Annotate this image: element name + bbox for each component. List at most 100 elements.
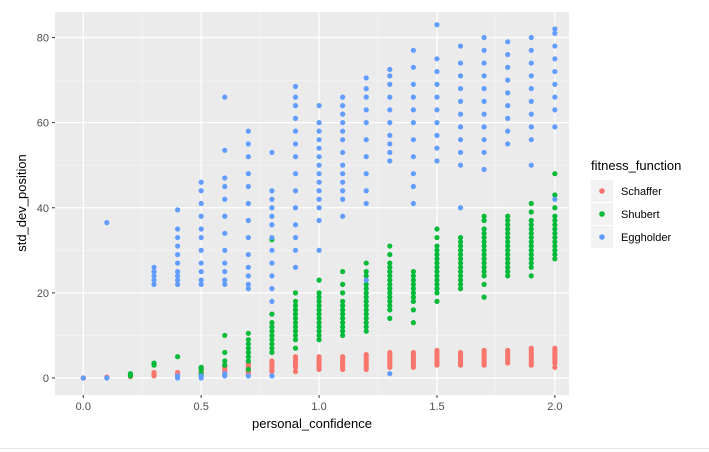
data-point-eggholder — [292, 188, 299, 194]
data-point-shubert — [198, 364, 204, 370]
data-point-eggholder — [316, 154, 322, 160]
data-point-eggholder — [340, 137, 346, 143]
data-point-eggholder — [245, 183, 251, 190]
data-point-shubert — [316, 307, 322, 313]
grid-layer — [55, 12, 569, 395]
data-point-shubert — [552, 213, 558, 219]
data-point-eggholder — [434, 107, 440, 113]
data-point-eggholder — [245, 171, 251, 177]
data-point-eggholder — [363, 75, 369, 81]
data-point-eggholder — [387, 107, 393, 113]
data-point-shubert — [552, 230, 558, 236]
data-point-shubert — [505, 230, 511, 236]
data-point-eggholder — [481, 47, 487, 53]
legend-label-schaffer: Schaffer — [621, 186, 662, 198]
data-point-eggholder — [292, 83, 299, 90]
data-point-eggholder — [245, 264, 251, 270]
data-point-shubert — [528, 273, 534, 279]
data-point-shubert — [387, 298, 393, 304]
data-point-eggholder — [198, 226, 204, 232]
data-point-shubert — [505, 251, 511, 258]
data-point-eggholder — [269, 260, 275, 266]
data-point-shubert — [387, 273, 393, 279]
data-point-eggholder — [481, 166, 487, 173]
data-point-shubert — [292, 311, 299, 317]
data-point-eggholder — [269, 298, 275, 304]
data-point-eggholder — [528, 60, 534, 66]
data-point-eggholder — [245, 234, 251, 241]
data-point-schaffer — [528, 345, 534, 351]
data-point-eggholder — [410, 200, 416, 207]
x-tick-label: 0.5 — [194, 401, 209, 413]
data-point-shubert — [363, 273, 369, 279]
data-point-eggholder — [340, 179, 346, 185]
data-point-shubert — [363, 307, 369, 313]
data-point-shubert — [316, 328, 322, 334]
data-point-eggholder — [151, 277, 157, 283]
data-point-shubert — [269, 341, 275, 347]
data-point-eggholder — [151, 268, 157, 275]
plot-panel — [55, 12, 569, 395]
data-point-shubert — [457, 239, 464, 245]
data-point-eggholder — [175, 268, 181, 275]
data-point-shubert — [269, 337, 275, 343]
data-point-shubert — [340, 332, 346, 339]
data-point-shubert — [481, 251, 487, 258]
data-point-eggholder — [410, 120, 416, 126]
data-point-shubert — [316, 277, 322, 283]
data-point-shubert — [245, 358, 251, 364]
data-point-shubert — [552, 251, 558, 258]
data-point-schaffer — [340, 354, 346, 360]
data-point-eggholder — [528, 137, 534, 143]
data-point-shubert — [528, 247, 534, 253]
data-point-eggholder — [363, 137, 369, 143]
data-point-shubert — [387, 251, 393, 258]
data-point-eggholder — [457, 111, 464, 117]
data-point-shubert — [505, 243, 511, 249]
data-point-eggholder — [269, 234, 275, 241]
data-point-eggholder — [198, 268, 204, 275]
data-point-shubert — [316, 294, 322, 300]
data-point-shubert — [457, 247, 464, 253]
x-tick-label: 0.0 — [76, 401, 91, 413]
data-point-eggholder — [505, 90, 511, 96]
data-point-eggholder — [222, 247, 228, 253]
data-point-eggholder — [387, 141, 393, 147]
data-point-shubert — [528, 239, 534, 245]
data-point-shubert — [505, 260, 511, 266]
data-point-shubert — [340, 307, 346, 313]
data-point-eggholder — [505, 39, 511, 45]
axis-layer: 0.0 0.5 1.0 1.5 2.0 0 20 40 60 80 — [37, 33, 563, 413]
data-point-shubert — [481, 243, 487, 249]
data-point-schaffer — [410, 349, 416, 356]
y-tick-label: 0 — [43, 373, 49, 385]
data-point-shubert — [363, 260, 369, 266]
data-point-eggholder — [363, 107, 369, 113]
data-point-shubert — [528, 200, 534, 207]
data-point-eggholder — [481, 34, 487, 41]
legend-items: Schaffer Shubert Eggholder — [591, 180, 671, 248]
data-point-eggholder — [457, 43, 464, 49]
data-point-eggholder — [198, 277, 204, 283]
data-point-eggholder — [198, 281, 204, 287]
data-point-eggholder — [245, 128, 251, 134]
data-point-eggholder — [316, 205, 322, 211]
data-point-eggholder — [457, 124, 464, 130]
data-point-eggholder — [387, 120, 393, 126]
data-point-eggholder — [245, 154, 251, 160]
data-point-eggholder — [245, 286, 251, 292]
data-point-eggholder — [222, 94, 228, 100]
data-point-shubert — [363, 324, 369, 330]
data-point-shubert — [363, 298, 369, 304]
data-point-shubert — [505, 247, 511, 253]
data-point-shubert — [457, 277, 464, 283]
data-point-shubert — [505, 213, 511, 219]
data-point-eggholder — [316, 103, 322, 109]
data-point-eggholder — [552, 124, 558, 130]
data-point-shubert — [481, 281, 487, 287]
data-point-schaffer — [457, 349, 464, 356]
data-point-shubert — [363, 303, 369, 309]
data-point-shubert — [481, 217, 487, 224]
data-point-schaffer — [292, 368, 299, 375]
data-point-shubert — [410, 286, 416, 292]
